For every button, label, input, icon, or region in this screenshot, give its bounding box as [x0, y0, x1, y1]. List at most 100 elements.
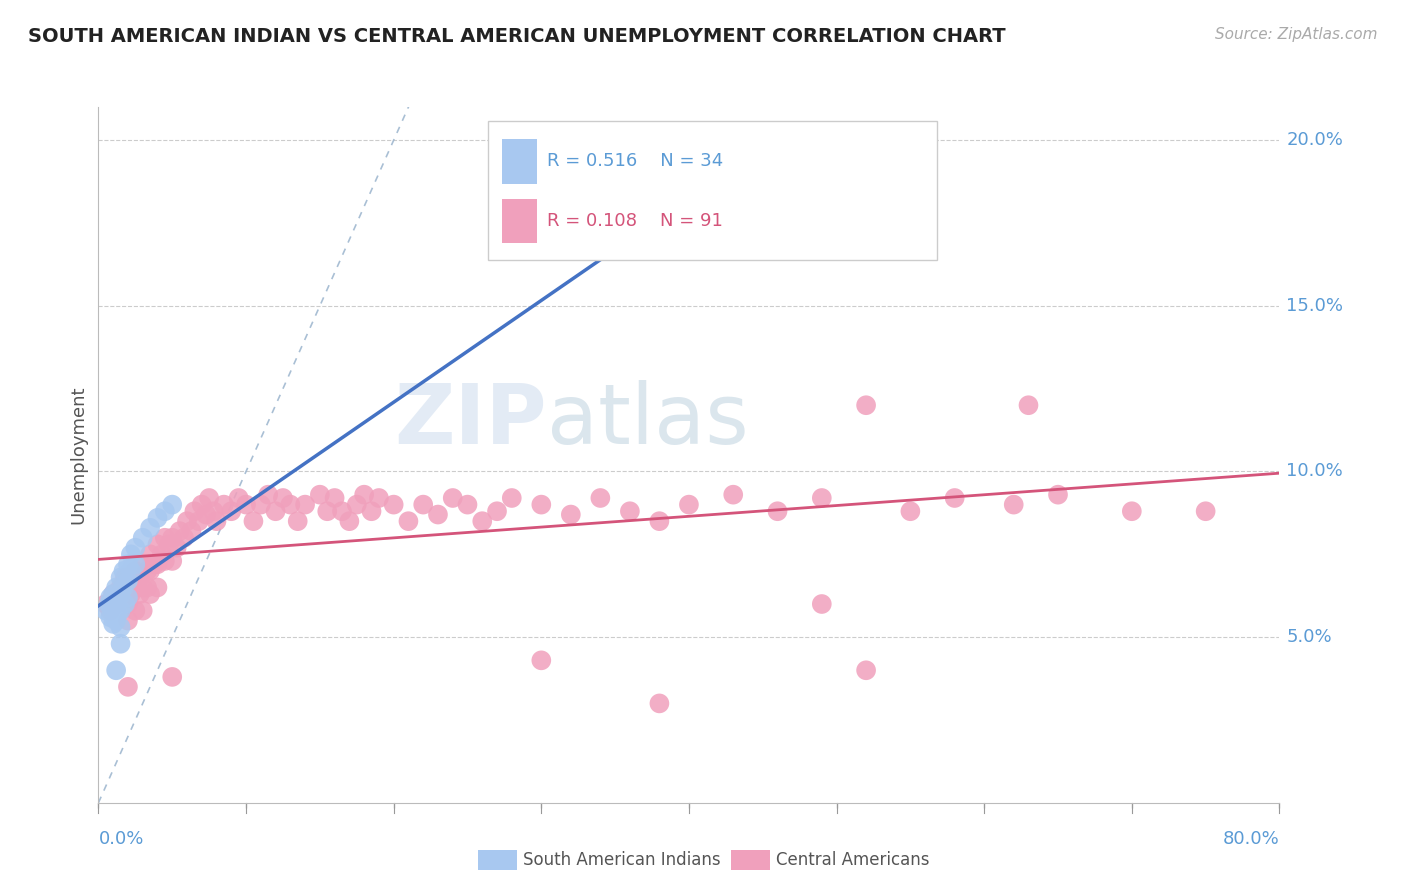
Point — [107, 591, 129, 605]
Point — [323, 491, 346, 505]
Point — [117, 597, 139, 611]
Point — [309, 488, 332, 502]
Point — [1017, 398, 1039, 412]
Point — [228, 491, 250, 505]
Point — [235, 498, 257, 512]
Point — [105, 597, 128, 611]
Point — [139, 521, 162, 535]
Point — [117, 614, 139, 628]
Point — [530, 653, 553, 667]
Point — [212, 498, 235, 512]
Point — [139, 587, 162, 601]
Text: 80.0%: 80.0% — [1223, 830, 1279, 847]
Point — [114, 597, 136, 611]
Point — [139, 564, 162, 578]
Point — [205, 514, 228, 528]
Text: 5.0%: 5.0% — [1286, 628, 1331, 646]
Point — [98, 604, 121, 618]
Point — [146, 537, 169, 551]
Point — [110, 637, 132, 651]
Point — [98, 591, 121, 605]
Point — [153, 531, 176, 545]
Point — [943, 491, 966, 505]
Point — [117, 591, 139, 605]
Point — [136, 581, 159, 595]
Point — [810, 491, 832, 505]
Point — [150, 547, 173, 561]
Point — [128, 570, 150, 584]
Point — [107, 607, 129, 621]
Point — [619, 504, 641, 518]
Point — [173, 531, 195, 545]
Point — [219, 504, 242, 518]
Point — [441, 491, 464, 505]
Point — [117, 680, 139, 694]
Point — [117, 558, 139, 572]
Point — [128, 587, 150, 601]
Point — [112, 564, 135, 578]
Point — [136, 564, 159, 578]
Point — [162, 554, 183, 568]
Point — [120, 547, 142, 561]
Point — [166, 541, 188, 555]
Point — [110, 587, 132, 601]
Text: ZIP: ZIP — [395, 380, 547, 460]
Point — [132, 604, 155, 618]
Point — [124, 564, 146, 578]
Point — [112, 581, 135, 595]
Point — [271, 491, 294, 505]
Point — [456, 498, 478, 512]
Point — [187, 514, 209, 528]
Point — [810, 597, 832, 611]
Point — [153, 504, 176, 518]
Point — [103, 616, 125, 631]
Point — [560, 508, 582, 522]
Point — [103, 587, 125, 601]
Point — [153, 554, 176, 568]
Point — [139, 547, 162, 561]
Point — [278, 498, 302, 512]
Point — [337, 514, 360, 528]
Point — [287, 514, 309, 528]
Point — [471, 514, 494, 528]
Text: Source: ZipAtlas.com: Source: ZipAtlas.com — [1215, 27, 1378, 42]
Text: 0.0%: 0.0% — [98, 830, 143, 847]
Point — [117, 574, 139, 588]
Y-axis label: Unemployment: Unemployment — [69, 385, 87, 524]
Point — [98, 610, 121, 624]
Point — [124, 541, 146, 555]
Point — [94, 604, 117, 618]
Point — [124, 604, 146, 618]
Point — [382, 498, 405, 512]
Point — [146, 511, 169, 525]
Point — [648, 514, 671, 528]
Point — [766, 504, 789, 518]
Point — [648, 697, 671, 711]
Point — [648, 233, 671, 247]
Point — [195, 508, 218, 522]
Point — [114, 570, 136, 584]
Text: atlas: atlas — [547, 380, 749, 460]
Text: Central Americans: Central Americans — [776, 851, 929, 869]
Point — [360, 504, 382, 518]
Point — [191, 498, 214, 512]
Point — [501, 491, 523, 505]
Text: 10.0%: 10.0% — [1286, 462, 1343, 481]
Point — [120, 587, 142, 601]
Point — [250, 498, 273, 512]
Point — [589, 491, 612, 505]
Point — [105, 663, 128, 677]
Point — [183, 504, 205, 518]
Point — [294, 498, 316, 512]
Point — [110, 570, 132, 584]
Point — [486, 504, 509, 518]
Point — [112, 591, 135, 605]
Point — [143, 558, 166, 572]
Point — [353, 488, 375, 502]
Point — [94, 597, 117, 611]
Point — [146, 558, 169, 572]
Point — [124, 558, 146, 572]
Point — [180, 524, 202, 538]
Point — [176, 514, 198, 528]
Point — [264, 504, 287, 518]
